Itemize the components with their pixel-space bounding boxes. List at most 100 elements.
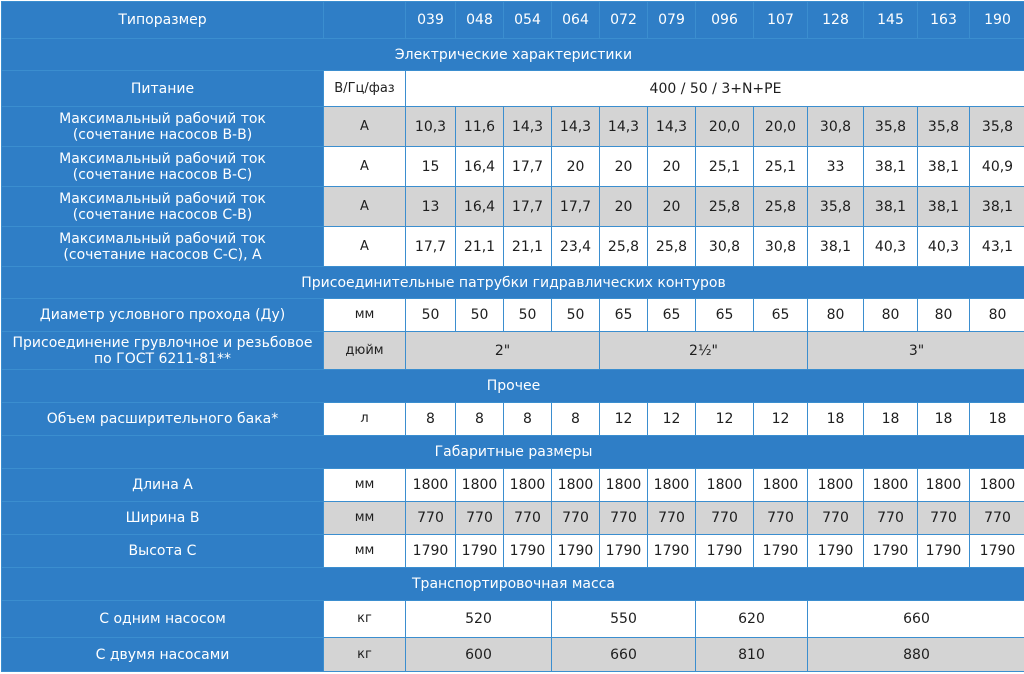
value-cell: 65 — [696, 299, 754, 332]
value-cell: 30,8 — [754, 227, 808, 267]
size-header: 079 — [648, 2, 696, 39]
value-cell: 20,0 — [754, 107, 808, 147]
value-cell: 1790 — [406, 535, 456, 568]
value-cell: 770 — [696, 502, 754, 535]
section-title-dimensions: Габаритные размеры — [2, 436, 1024, 469]
value-cell: 8 — [552, 403, 600, 436]
value-cell: 1800 — [864, 469, 918, 502]
value-cell: 17,7 — [504, 147, 552, 187]
row-label-mass-one: С одним насосом — [2, 601, 324, 638]
unit-cell: л — [324, 403, 406, 436]
value-cell: 80 — [918, 299, 970, 332]
table-row: С двумя насосами кг 600 660 810 880 — [2, 638, 1024, 672]
value-cell: 23,4 — [552, 227, 600, 267]
value-cell: 21,1 — [456, 227, 504, 267]
value-cell: 1800 — [456, 469, 504, 502]
value-cell: 35,8 — [970, 107, 1024, 147]
value-cell: 1800 — [808, 469, 864, 502]
value-cell: 21,1 — [504, 227, 552, 267]
value-cell: 1800 — [918, 469, 970, 502]
value-cell: 770 — [504, 502, 552, 535]
value-cell: 1790 — [754, 535, 808, 568]
value-cell: 12 — [648, 403, 696, 436]
row-label-mass-two: С двумя насосами — [2, 638, 324, 672]
value-cell: 33 — [808, 147, 864, 187]
row-label-nominal-diameter: Диаметр условного прохода (Ду) — [2, 299, 324, 332]
value-cell: 50 — [552, 299, 600, 332]
label-line: Максимальный рабочий ток — [59, 191, 266, 207]
value-cell: 16,4 — [456, 147, 504, 187]
size-header: 096 — [696, 2, 754, 39]
value-cell: 17,7 — [504, 187, 552, 227]
value-cell: 1800 — [406, 469, 456, 502]
value-cell: 50 — [504, 299, 552, 332]
value-cell: 25,8 — [696, 187, 754, 227]
value-cell: 80 — [864, 299, 918, 332]
unit-cell: дюйм — [324, 332, 406, 370]
value-cell: 20,0 — [696, 107, 754, 147]
value-cell: 600 — [406, 638, 552, 672]
table-row: Максимальный рабочий ток(сочетание насос… — [2, 187, 1024, 227]
value-cell: 660 — [552, 638, 696, 672]
unit-cell: мм — [324, 535, 406, 568]
value-cell: 80 — [808, 299, 864, 332]
value-cell: 1790 — [552, 535, 600, 568]
size-header: 048 — [456, 2, 504, 39]
value-cell: 25,8 — [754, 187, 808, 227]
value-cell: 38,1 — [918, 187, 970, 227]
value-cell: 18 — [864, 403, 918, 436]
size-header: 054 — [504, 2, 552, 39]
section-row: Транспортировочная масса — [2, 568, 1024, 601]
size-header: 163 — [918, 2, 970, 39]
row-label-height: Высота С — [2, 535, 324, 568]
value-cell: 20 — [600, 147, 648, 187]
value-cell: 14,3 — [648, 107, 696, 147]
value-cell: 18 — [808, 403, 864, 436]
table-row: Длина А мм 1800 1800 1800 1800 1800 1800… — [2, 469, 1024, 502]
value-cell: 770 — [648, 502, 696, 535]
value-cell: 12 — [696, 403, 754, 436]
table-row: Ширина В мм 770 770 770 770 770 770 770 … — [2, 502, 1024, 535]
row-label-current-cb: Максимальный рабочий ток(сочетание насос… — [2, 187, 324, 227]
power-value: 400 / 50 / 3+N+PE — [406, 71, 1024, 107]
value-cell: 20 — [552, 147, 600, 187]
value-cell: 12 — [600, 403, 648, 436]
size-header: 064 — [552, 2, 600, 39]
value-cell: 770 — [552, 502, 600, 535]
value-cell: 8 — [406, 403, 456, 436]
row-label-current-cc: Максимальный рабочий ток(сочетание насос… — [2, 227, 324, 267]
value-cell: 40,3 — [918, 227, 970, 267]
value-cell: 30,8 — [808, 107, 864, 147]
label-line: (сочетание насосов В-С) — [73, 167, 253, 183]
value-cell: 770 — [970, 502, 1024, 535]
value-cell: 1800 — [696, 469, 754, 502]
value-cell: 20 — [648, 147, 696, 187]
table-row: Объем расширительного бака* л 8 8 8 8 12… — [2, 403, 1024, 436]
value-cell: 38,1 — [808, 227, 864, 267]
unit-cell: мм — [324, 299, 406, 332]
value-cell: 80 — [970, 299, 1024, 332]
value-cell: 11,6 — [456, 107, 504, 147]
section-title-hydraulic: Присоединительные патрубки гидравлически… — [2, 267, 1024, 299]
value-cell: 14,3 — [504, 107, 552, 147]
value-cell: 18 — [970, 403, 1024, 436]
unit-cell: мм — [324, 469, 406, 502]
value-cell: 770 — [456, 502, 504, 535]
value-cell: 20 — [600, 187, 648, 227]
value-cell: 1790 — [970, 535, 1024, 568]
unit-cell: А — [324, 107, 406, 147]
value-cell: 30,8 — [696, 227, 754, 267]
size-header: 107 — [754, 2, 808, 39]
value-cell: 25,1 — [754, 147, 808, 187]
table-row: Диаметр условного прохода (Ду) мм 50 50 … — [2, 299, 1024, 332]
label-line: Максимальный рабочий ток — [59, 231, 266, 247]
size-header: 039 — [406, 2, 456, 39]
value-cell: 1790 — [808, 535, 864, 568]
value-cell: 1800 — [504, 469, 552, 502]
size-header-label: Типоразмер — [2, 2, 324, 39]
value-cell: 12 — [754, 403, 808, 436]
value-cell: 770 — [808, 502, 864, 535]
